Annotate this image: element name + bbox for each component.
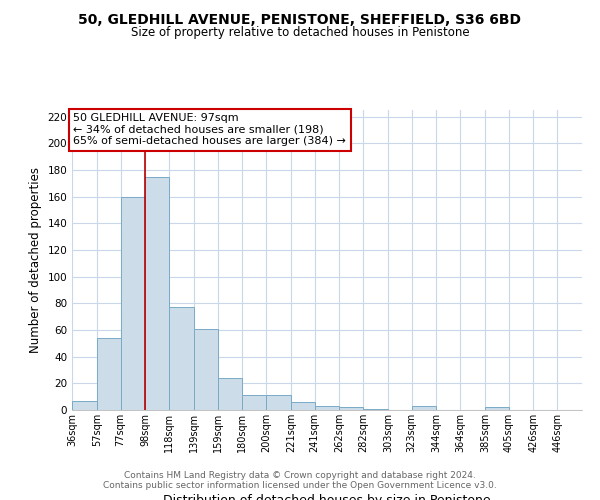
Bar — [363, 408, 388, 410]
Bar — [218, 378, 242, 410]
Bar — [72, 400, 97, 410]
Bar — [121, 196, 145, 410]
Bar — [314, 406, 340, 410]
Text: 50 GLEDHILL AVENUE: 97sqm
← 34% of detached houses are smaller (198)
65% of semi: 50 GLEDHILL AVENUE: 97sqm ← 34% of detac… — [73, 113, 346, 146]
Y-axis label: Number of detached properties: Number of detached properties — [29, 167, 42, 353]
Bar — [242, 396, 266, 410]
Bar — [97, 338, 121, 410]
Text: 50, GLEDHILL AVENUE, PENISTONE, SHEFFIELD, S36 6BD: 50, GLEDHILL AVENUE, PENISTONE, SHEFFIEL… — [79, 12, 521, 26]
Text: Contains HM Land Registry data © Crown copyright and database right 2024.: Contains HM Land Registry data © Crown c… — [124, 472, 476, 480]
Bar — [266, 396, 291, 410]
Bar — [145, 176, 169, 410]
Text: Contains public sector information licensed under the Open Government Licence v3: Contains public sector information licen… — [103, 482, 497, 490]
Bar — [291, 402, 314, 410]
Bar — [194, 328, 218, 410]
Bar — [485, 408, 509, 410]
Bar — [412, 406, 436, 410]
X-axis label: Distribution of detached houses by size in Penistone: Distribution of detached houses by size … — [163, 494, 491, 500]
Bar — [169, 308, 194, 410]
Bar — [340, 408, 363, 410]
Text: Size of property relative to detached houses in Penistone: Size of property relative to detached ho… — [131, 26, 469, 39]
